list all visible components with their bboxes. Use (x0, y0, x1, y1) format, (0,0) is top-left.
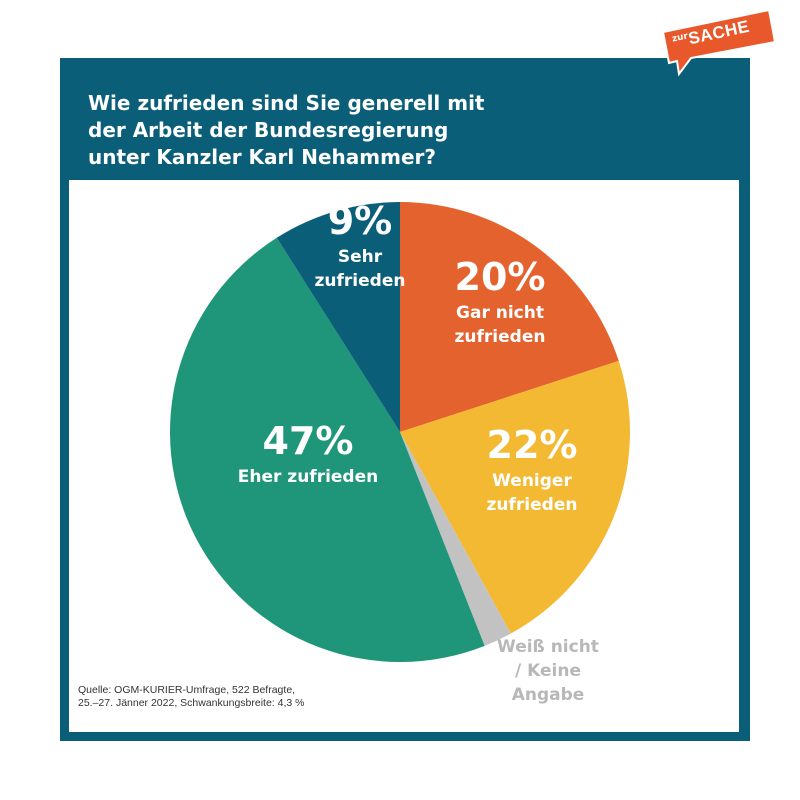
zur-sache-logo (661, 8, 777, 77)
slice-category-label: zufrieden (455, 327, 546, 347)
source-note: Quelle: OGM-KURIER-Umfrage, 522 Befragte… (78, 684, 305, 710)
pie-slice (170, 237, 485, 662)
pie-slice (276, 202, 400, 432)
pie-slice (400, 432, 511, 646)
slice-percent-label: 20% (455, 255, 546, 299)
slice-category-label: / Keine (515, 661, 581, 681)
source-line-2: 25.–27. Jänner 2022, Schwankungsbreite: … (78, 697, 305, 709)
slice-category-label: zufrieden (315, 271, 406, 291)
slice-category-label: Gar nicht (456, 303, 544, 323)
slice-percent-label: 47% (263, 419, 354, 463)
pie-slice (400, 202, 619, 432)
slice-category-label: Sehr (338, 247, 383, 267)
source-line-1: Quelle: OGM-KURIER-Umfrage, 522 Befragte… (78, 684, 296, 696)
slice-category-label: Eher zufrieden (238, 467, 378, 487)
pie-slice (400, 360, 630, 634)
slice-category-label: Weiß nicht (497, 637, 599, 657)
chart-title: Wie zufrieden sind Sie generell mit der … (88, 91, 485, 169)
slice-category-label: Weniger (492, 471, 572, 491)
slice-percent-label: 9% (328, 199, 393, 243)
slice-percent-label: 22% (487, 423, 578, 467)
logo-badge-border (661, 8, 777, 77)
slice-category-label: Angabe (512, 685, 585, 705)
slice-category-label: zufrieden (487, 495, 578, 515)
